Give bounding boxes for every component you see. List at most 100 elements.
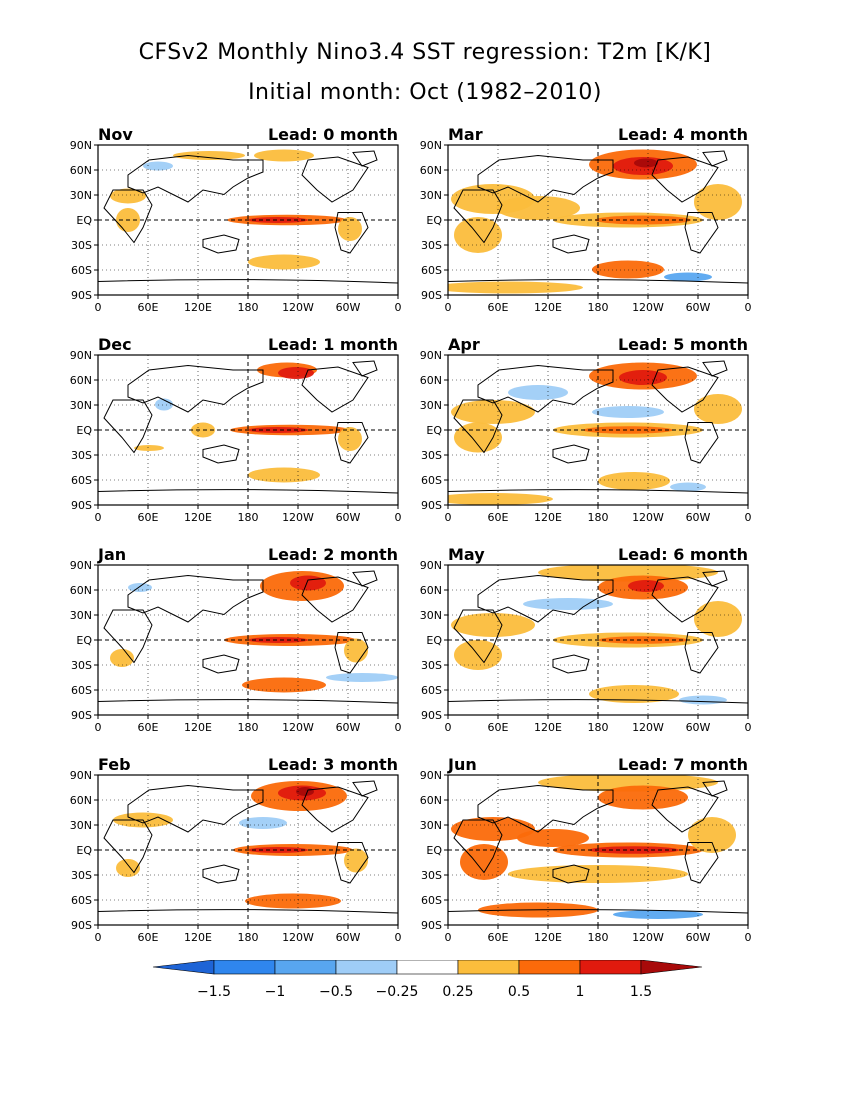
lat-tick-label: 90N xyxy=(70,769,92,782)
lat-tick-label: 90N xyxy=(420,349,442,362)
lat-tick-label: 60S xyxy=(421,474,442,487)
lat-tick-label: 90N xyxy=(420,769,442,782)
anomaly-shading xyxy=(517,829,589,847)
anomaly-shading xyxy=(670,482,706,492)
colorbar-label: −0.5 xyxy=(319,984,353,1000)
lon-tick-label: 0 xyxy=(95,931,102,944)
lat-tick-label: 30S xyxy=(71,239,92,252)
lat-tick-label: 60S xyxy=(71,894,92,907)
lat-tick-label: 60N xyxy=(420,584,442,597)
colorbar-label: 0.5 xyxy=(508,984,530,1000)
lat-tick-label: 60S xyxy=(421,894,442,907)
anomaly-shading xyxy=(173,151,245,160)
coastline xyxy=(202,444,240,464)
map-panel: May Lead: 6 month 90N 60N 30N EQ 30S 60S 90S 0 60E… xyxy=(408,545,753,745)
coastline xyxy=(127,574,264,623)
lat-tick-label: 30N xyxy=(70,189,92,202)
anomaly-shading xyxy=(589,685,679,703)
anomaly-shading xyxy=(496,196,580,220)
anomaly-shading xyxy=(613,910,703,919)
lat-tick-label: 30S xyxy=(71,869,92,882)
anomaly-shading xyxy=(694,394,742,424)
anomaly-shading xyxy=(454,422,502,453)
lon-tick-label: 60W xyxy=(336,721,361,734)
anomaly-shading xyxy=(344,848,368,873)
lat-tick-label: EQ xyxy=(426,424,442,437)
figure-title: CFSv2 Monthly Nino3.4 SST regression: T2… xyxy=(138,40,712,65)
map-panel: Jan Lead: 2 month 90N 60N 30N EQ 30S 60S 90S 0 60E… xyxy=(58,545,403,745)
panel-month-label: Dec xyxy=(98,335,132,354)
coastline xyxy=(352,360,378,377)
lat-tick-label: 30S xyxy=(421,659,442,672)
lon-tick-label: 180 xyxy=(588,931,609,944)
lat-tick-label: 90N xyxy=(420,559,442,572)
lat-tick-label: EQ xyxy=(76,214,92,227)
colorbar-label: 0.25 xyxy=(442,984,473,1000)
anomaly-shading xyxy=(538,775,718,792)
coastline xyxy=(702,570,728,587)
coastline xyxy=(334,212,369,254)
anomaly-shading xyxy=(338,427,362,451)
lon-tick-label: 60W xyxy=(686,301,711,314)
lon-tick-label: 120E xyxy=(184,511,212,524)
lon-tick-label: 60W xyxy=(336,301,361,314)
lon-tick-label: 0 xyxy=(745,721,752,734)
coastline xyxy=(352,150,378,167)
anomaly-shading xyxy=(296,787,314,796)
anomaly-shading xyxy=(664,272,712,282)
coastline xyxy=(684,422,719,464)
lon-tick-label: 60E xyxy=(138,931,159,944)
lat-tick-label: 30N xyxy=(70,609,92,622)
lat-tick-label: 60N xyxy=(420,794,442,807)
coastline xyxy=(651,786,719,833)
anomaly-shading xyxy=(634,158,658,168)
coastline xyxy=(477,364,614,413)
colorbar-segment xyxy=(335,960,398,975)
anomaly-shading xyxy=(679,695,727,705)
anomaly-shading xyxy=(460,844,508,880)
anomaly-shading xyxy=(451,817,535,841)
anomaly-shading xyxy=(248,637,308,643)
coastline xyxy=(103,189,153,244)
coastline xyxy=(352,570,378,587)
lon-tick-label: 120W xyxy=(282,511,314,524)
anomaly-shading xyxy=(290,575,326,591)
lon-tick-label: 0 xyxy=(95,721,102,734)
coastline xyxy=(453,819,503,874)
lon-tick-label: 60E xyxy=(138,511,159,524)
lon-tick-label: 120W xyxy=(282,721,314,734)
anomaly-shading xyxy=(448,493,553,505)
anomaly-shading xyxy=(508,385,568,400)
lon-tick-label: 120E xyxy=(534,931,562,944)
lat-tick-label: 60S xyxy=(421,264,442,277)
lat-tick-label: EQ xyxy=(76,634,92,647)
lat-tick-label: EQ xyxy=(76,424,92,437)
lon-tick-label: 0 xyxy=(395,931,402,944)
lat-tick-label: 30S xyxy=(421,869,442,882)
lon-tick-label: 0 xyxy=(445,721,452,734)
lon-tick-label: 180 xyxy=(238,931,259,944)
panel-lead-label: Lead: 7 month xyxy=(617,755,748,774)
lon-tick-label: 180 xyxy=(588,301,609,314)
anomaly-shading xyxy=(592,260,664,279)
anomaly-shading xyxy=(451,613,535,637)
coastline xyxy=(702,360,728,377)
lon-tick-label: 120E xyxy=(184,931,212,944)
anomaly-shading xyxy=(344,638,368,663)
lon-tick-label: 60W xyxy=(336,931,361,944)
colorbar-label: −0.25 xyxy=(376,984,419,1000)
anomaly-shading xyxy=(143,161,173,171)
anomaly-shading xyxy=(338,217,362,241)
lat-tick-label: 30N xyxy=(70,399,92,412)
coastline xyxy=(684,842,719,884)
lat-tick-label: 30N xyxy=(420,399,442,412)
anomaly-shading xyxy=(155,398,173,411)
colorbar-label: −1.5 xyxy=(197,984,231,1000)
map-panel: Jun Lead: 7 month 90N 60N 30N EQ 30S 60S 90S 0 60E… xyxy=(408,755,753,955)
anomaly-shading xyxy=(239,817,287,829)
coastline xyxy=(202,864,240,884)
lon-tick-label: 0 xyxy=(745,511,752,524)
